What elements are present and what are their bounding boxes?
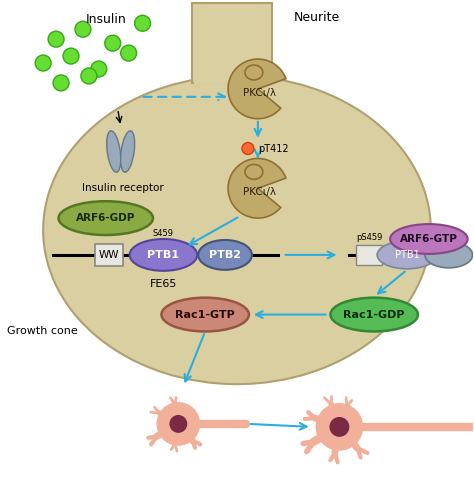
- Text: PTB1: PTB1: [147, 250, 180, 260]
- Circle shape: [329, 417, 349, 437]
- Text: FE65: FE65: [150, 279, 177, 289]
- Ellipse shape: [245, 164, 263, 179]
- Circle shape: [135, 15, 151, 31]
- Text: pT412: pT412: [258, 143, 289, 153]
- Text: ARF6-GTP: ARF6-GTP: [400, 234, 458, 244]
- Circle shape: [169, 415, 187, 433]
- Text: PTB2: PTB2: [209, 250, 241, 260]
- Text: Neurite: Neurite: [294, 11, 340, 24]
- Circle shape: [91, 61, 107, 77]
- FancyBboxPatch shape: [356, 245, 382, 265]
- Ellipse shape: [425, 242, 473, 268]
- FancyBboxPatch shape: [192, 3, 272, 83]
- Ellipse shape: [59, 201, 153, 235]
- Text: Insulin receptor: Insulin receptor: [82, 184, 164, 193]
- Circle shape: [35, 55, 51, 71]
- Circle shape: [121, 45, 137, 61]
- Wedge shape: [228, 159, 286, 218]
- Text: PTB1: PTB1: [395, 250, 419, 260]
- Text: pS459: pS459: [356, 232, 383, 241]
- Text: PKCι/λ: PKCι/λ: [243, 88, 276, 98]
- Text: Insulin: Insulin: [85, 13, 126, 26]
- Circle shape: [81, 68, 97, 84]
- Ellipse shape: [162, 298, 249, 331]
- Circle shape: [75, 22, 91, 37]
- Ellipse shape: [330, 298, 418, 331]
- Circle shape: [156, 402, 200, 446]
- FancyBboxPatch shape: [194, 74, 270, 84]
- Text: S459: S459: [153, 228, 174, 238]
- Circle shape: [242, 142, 254, 154]
- Wedge shape: [228, 59, 286, 119]
- Text: Rac1-GDP: Rac1-GDP: [344, 310, 405, 320]
- Text: WW: WW: [99, 250, 119, 260]
- Ellipse shape: [245, 65, 263, 80]
- Ellipse shape: [43, 76, 431, 384]
- Circle shape: [105, 35, 121, 51]
- Circle shape: [63, 48, 79, 64]
- Ellipse shape: [107, 131, 121, 172]
- Text: Rac1-GTP: Rac1-GTP: [175, 310, 235, 320]
- Ellipse shape: [390, 224, 468, 254]
- Ellipse shape: [120, 131, 135, 172]
- Text: PKCι/λ: PKCι/λ: [243, 187, 276, 197]
- Ellipse shape: [198, 240, 252, 270]
- Circle shape: [48, 31, 64, 47]
- Circle shape: [316, 403, 363, 451]
- Circle shape: [53, 75, 69, 91]
- Text: Growth cone: Growth cone: [8, 326, 78, 337]
- Text: ARF6-GDP: ARF6-GDP: [76, 213, 136, 223]
- Ellipse shape: [377, 241, 437, 269]
- Ellipse shape: [129, 239, 197, 271]
- FancyBboxPatch shape: [95, 244, 123, 266]
